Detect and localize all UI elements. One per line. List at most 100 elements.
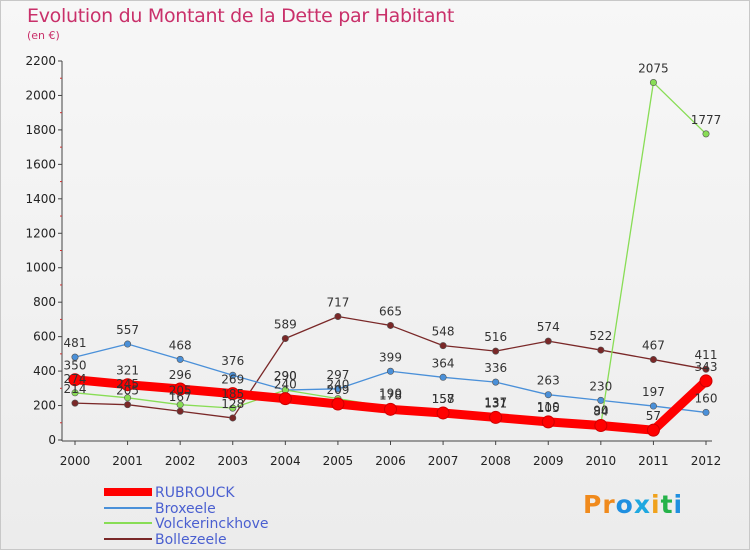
legend-label-bollezeele: Bollezeele xyxy=(155,532,227,548)
data-label: 185 xyxy=(221,387,244,401)
data-point xyxy=(68,373,82,387)
x-tick-label: 2007 xyxy=(428,454,459,468)
y-tick-label: 2200 xyxy=(25,54,56,68)
y-tick-label: 600 xyxy=(33,330,56,344)
data-label: 110 xyxy=(537,400,560,414)
data-point xyxy=(702,408,710,416)
data-point xyxy=(229,371,237,379)
logo-letter: i xyxy=(673,490,684,519)
y-tick-label: 1200 xyxy=(25,226,56,240)
data-label: 1777 xyxy=(691,113,722,127)
data-label: 157 xyxy=(432,392,455,406)
chart-legend: RUBROUCKBroxeeleVolckerinckhoveBollezeel… xyxy=(104,485,269,548)
data-point xyxy=(702,365,710,373)
logo-letter: t xyxy=(660,490,674,519)
data-label: 297 xyxy=(326,368,349,382)
data-label: 205 xyxy=(169,384,192,398)
y-tick-label: 400 xyxy=(33,364,56,378)
data-label: 336 xyxy=(484,361,507,375)
data-point xyxy=(278,392,292,406)
y-tick-label: 200 xyxy=(33,399,56,413)
data-point xyxy=(71,399,79,407)
data-label: 481 xyxy=(64,336,87,350)
data-label: 197 xyxy=(642,385,665,399)
data-label: 245 xyxy=(116,377,139,391)
data-label: 158 xyxy=(432,392,455,406)
data-labels-layer: 481 557 468 376 290 297 399 364 336 263 230 197 160 2… xyxy=(64,62,722,424)
data-point xyxy=(544,391,552,399)
data-point xyxy=(649,79,657,87)
data-label: 411 xyxy=(695,348,718,362)
data-point xyxy=(594,419,608,433)
data-label: 205 xyxy=(116,384,139,398)
x-tick-label: 2005 xyxy=(323,454,354,468)
data-label: 128 xyxy=(221,397,244,411)
data-point xyxy=(541,415,555,429)
data-point xyxy=(331,397,345,411)
data-label: 296 xyxy=(169,368,192,382)
x-tick-label: 2009 xyxy=(533,454,564,468)
data-point xyxy=(124,401,132,409)
logo-letter: i xyxy=(651,490,661,519)
data-point xyxy=(544,337,552,345)
data-label: 290 xyxy=(274,369,297,383)
data-point xyxy=(439,342,447,350)
x-tick-label: 2001 xyxy=(112,454,143,468)
data-label: 467 xyxy=(642,339,665,353)
data-point xyxy=(176,407,184,415)
y-tick-label: 0 xyxy=(48,433,56,447)
data-point xyxy=(699,374,713,388)
x-tick-label: 2012 xyxy=(691,454,722,468)
x-tick-label: 2004 xyxy=(270,454,301,468)
data-label: 57 xyxy=(646,409,661,423)
y-tick-label: 1800 xyxy=(25,123,56,137)
data-label: 263 xyxy=(537,374,560,388)
legend-label-rubrouck: RUBROUCK xyxy=(155,485,235,501)
data-label: 557 xyxy=(116,323,139,337)
data-point xyxy=(436,406,450,420)
data-point xyxy=(384,402,397,416)
data-label: 321 xyxy=(116,364,139,378)
data-label: 468 xyxy=(169,338,192,352)
data-point xyxy=(597,346,605,354)
data-point xyxy=(649,402,657,410)
data-label: 274 xyxy=(64,372,87,386)
data-point xyxy=(646,423,660,437)
logo-letter: P xyxy=(583,490,603,519)
y-tick-label: 2000 xyxy=(25,88,56,102)
data-label: 548 xyxy=(432,325,455,339)
logo-letter: o xyxy=(615,490,634,519)
y-tick-label: 1000 xyxy=(25,261,56,275)
data-point xyxy=(492,378,500,386)
data-label: 269 xyxy=(221,373,244,387)
data-label: 589 xyxy=(274,318,297,332)
data-label: 230 xyxy=(589,379,612,393)
data-point xyxy=(229,404,237,412)
data-point xyxy=(229,414,237,422)
data-point xyxy=(71,389,79,397)
data-point xyxy=(386,321,394,329)
data-point xyxy=(281,335,289,343)
x-tick-label: 2008 xyxy=(480,454,511,468)
data-point xyxy=(124,340,132,348)
chart-subtitle: (en €) xyxy=(27,29,60,42)
data-point xyxy=(386,367,394,375)
legend-label-volckerinckhove: Volckerinckhove xyxy=(155,516,269,532)
chart-title: Evolution du Montant de la Dette par Hab… xyxy=(27,5,455,27)
data-label: 214 xyxy=(64,382,87,396)
data-label: 350 xyxy=(64,359,87,373)
logo-letter: x xyxy=(633,490,651,519)
data-point xyxy=(649,356,657,364)
data-label: 160 xyxy=(695,391,718,405)
data-point xyxy=(334,312,342,320)
data-point xyxy=(489,410,503,424)
data-label: 2075 xyxy=(638,62,669,76)
x-tick-label: 2006 xyxy=(375,454,406,468)
data-label: 105 xyxy=(537,401,560,415)
data-label: 665 xyxy=(379,304,402,318)
data-label: 516 xyxy=(484,330,507,344)
x-tick-label: 2003 xyxy=(217,454,248,468)
data-point xyxy=(439,373,447,381)
data-label: 399 xyxy=(379,350,402,364)
